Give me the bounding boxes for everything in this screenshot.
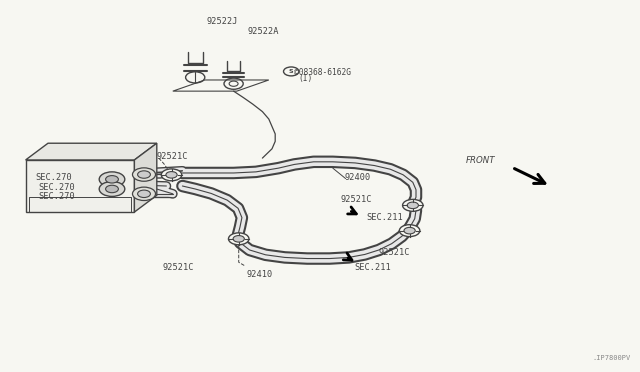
Text: 92521C: 92521C xyxy=(379,248,410,257)
Circle shape xyxy=(132,168,156,181)
Text: 92521C: 92521C xyxy=(157,153,188,161)
Text: 92410: 92410 xyxy=(246,270,273,279)
Circle shape xyxy=(166,171,177,178)
Circle shape xyxy=(228,233,249,245)
Circle shape xyxy=(132,187,156,201)
Circle shape xyxy=(161,169,182,181)
Circle shape xyxy=(403,199,423,211)
Circle shape xyxy=(404,227,415,234)
Text: SEC.211: SEC.211 xyxy=(354,263,390,272)
Circle shape xyxy=(106,185,118,193)
Polygon shape xyxy=(134,143,157,212)
Circle shape xyxy=(99,182,125,196)
Circle shape xyxy=(99,172,125,187)
Circle shape xyxy=(284,67,299,76)
Text: .IP7800PV: .IP7800PV xyxy=(592,355,630,361)
Circle shape xyxy=(233,235,244,242)
Text: 92521C: 92521C xyxy=(163,263,194,272)
Text: (I): (I) xyxy=(298,74,312,83)
Circle shape xyxy=(407,202,419,209)
Circle shape xyxy=(138,190,150,198)
Circle shape xyxy=(399,225,420,237)
Circle shape xyxy=(138,171,150,178)
Text: FRONT: FRONT xyxy=(466,156,495,165)
Polygon shape xyxy=(26,143,157,160)
Text: 92400: 92400 xyxy=(344,173,371,182)
Text: SEC.270: SEC.270 xyxy=(38,183,75,192)
Text: 92521C: 92521C xyxy=(340,195,372,203)
Polygon shape xyxy=(26,160,134,212)
Text: ©08368-6162G: ©08368-6162G xyxy=(294,68,351,77)
Text: SEC.211: SEC.211 xyxy=(366,213,403,222)
Text: S: S xyxy=(289,69,294,74)
Circle shape xyxy=(106,176,118,183)
Text: SEC.270: SEC.270 xyxy=(35,173,72,182)
Text: 92522A: 92522A xyxy=(248,27,279,36)
Text: 92522J: 92522J xyxy=(206,17,237,26)
Text: SEC.270: SEC.270 xyxy=(38,192,75,201)
